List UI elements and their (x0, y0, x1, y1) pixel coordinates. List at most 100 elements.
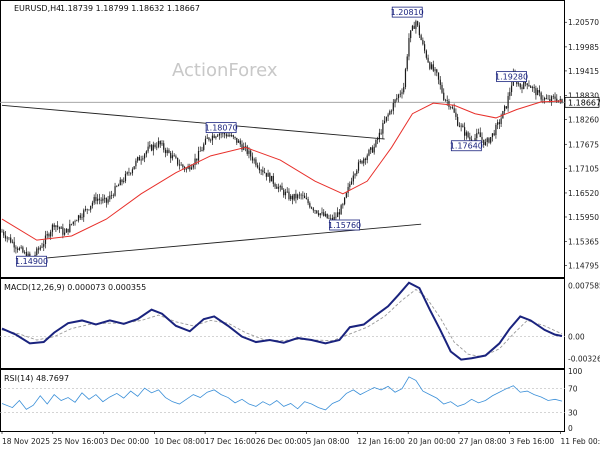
date-tick-label: 11 Feb 00:00 (560, 437, 600, 446)
candle-body (25, 252, 27, 259)
price-pane[interactable] (0, 0, 565, 278)
candle (15, 245, 17, 254)
candle-body (286, 191, 288, 193)
trendline-0 (1, 104, 385, 140)
date-tick-label: 3 Feb 16:00 (510, 437, 555, 446)
candle (237, 139, 240, 143)
macd-tick-label: 0.007585 (568, 281, 600, 290)
candle (203, 142, 205, 152)
candle (241, 140, 243, 153)
candle-body (13, 241, 15, 248)
candle-body (455, 112, 457, 117)
candle-body (236, 137, 238, 143)
candle-body (497, 122, 499, 125)
candle (236, 137, 238, 146)
candle-body (133, 166, 135, 170)
candle-body (69, 223, 71, 233)
candle-body (260, 170, 262, 171)
candle-body (531, 87, 534, 88)
candle (354, 173, 356, 179)
candle (149, 141, 151, 149)
candle (124, 170, 127, 184)
candle (41, 242, 43, 249)
candle (6, 236, 8, 243)
candle-body (190, 167, 193, 170)
candle-body (270, 175, 273, 182)
candle-body (371, 147, 374, 153)
candle (189, 163, 191, 172)
candle-body (453, 108, 455, 113)
candle (347, 182, 349, 197)
candle-body (117, 185, 120, 187)
candle-body (304, 195, 306, 199)
watermark: ActionForex (172, 60, 278, 81)
candle (53, 222, 55, 231)
candle-body (244, 146, 247, 148)
candle (382, 119, 384, 139)
candle-body (246, 146, 248, 154)
candle-body (352, 175, 354, 182)
candle (328, 214, 330, 220)
candle-body (366, 155, 368, 160)
candle (74, 219, 76, 226)
candle (335, 212, 337, 221)
candle-body (495, 124, 497, 136)
candle-body (559, 98, 561, 101)
candle (102, 194, 104, 204)
candle (204, 135, 207, 146)
candle (51, 223, 54, 237)
candle (232, 134, 234, 140)
candle (262, 166, 264, 176)
price-tick-label: 1.17105 (568, 164, 599, 173)
candle (250, 148, 252, 161)
candle-body (491, 133, 494, 138)
candle-body (526, 83, 528, 86)
candle (112, 193, 114, 199)
macd-title: MACD(12,26,9) 0.000073 0.000355 (4, 283, 146, 292)
candle (544, 96, 546, 104)
candle-body (225, 134, 227, 137)
candle-body (152, 144, 154, 151)
price-tick-label: 1.17675 (568, 140, 599, 149)
candle (258, 162, 260, 174)
current-price-label: 1.18667 (568, 98, 600, 107)
candle-body (401, 92, 403, 94)
candle-body (385, 116, 387, 121)
candle (164, 147, 167, 158)
candle (370, 146, 372, 155)
candle-body (170, 152, 172, 159)
candle-body (293, 193, 295, 200)
candle-body (481, 137, 483, 140)
candle-body (396, 98, 398, 100)
macd-pane[interactable] (0, 278, 565, 369)
candle-body (357, 162, 360, 171)
price-tick-label: 1.16520 (568, 189, 599, 198)
candle-body (465, 132, 467, 136)
candle-body (300, 194, 302, 196)
candle-body (550, 96, 553, 102)
candle (199, 146, 201, 152)
candle (404, 67, 407, 90)
candle (201, 146, 203, 152)
candle-body (444, 99, 447, 101)
rsi-pane[interactable] (0, 369, 565, 432)
candle (100, 197, 102, 205)
candle-body (150, 145, 153, 151)
candle (307, 196, 309, 206)
candle-body (159, 141, 161, 145)
candle-body (130, 173, 132, 174)
candle (371, 145, 374, 154)
candle (264, 167, 266, 174)
candle (399, 90, 401, 98)
candle-body (340, 205, 342, 215)
candle-body (302, 195, 304, 197)
candle-body (335, 216, 337, 218)
macd-tick-label: 0.00 (568, 333, 585, 342)
candle-body (126, 172, 128, 174)
candle (229, 132, 231, 138)
candle-body (420, 35, 422, 41)
candle (161, 140, 163, 147)
candle-body (274, 183, 276, 187)
candle-body (549, 98, 551, 102)
